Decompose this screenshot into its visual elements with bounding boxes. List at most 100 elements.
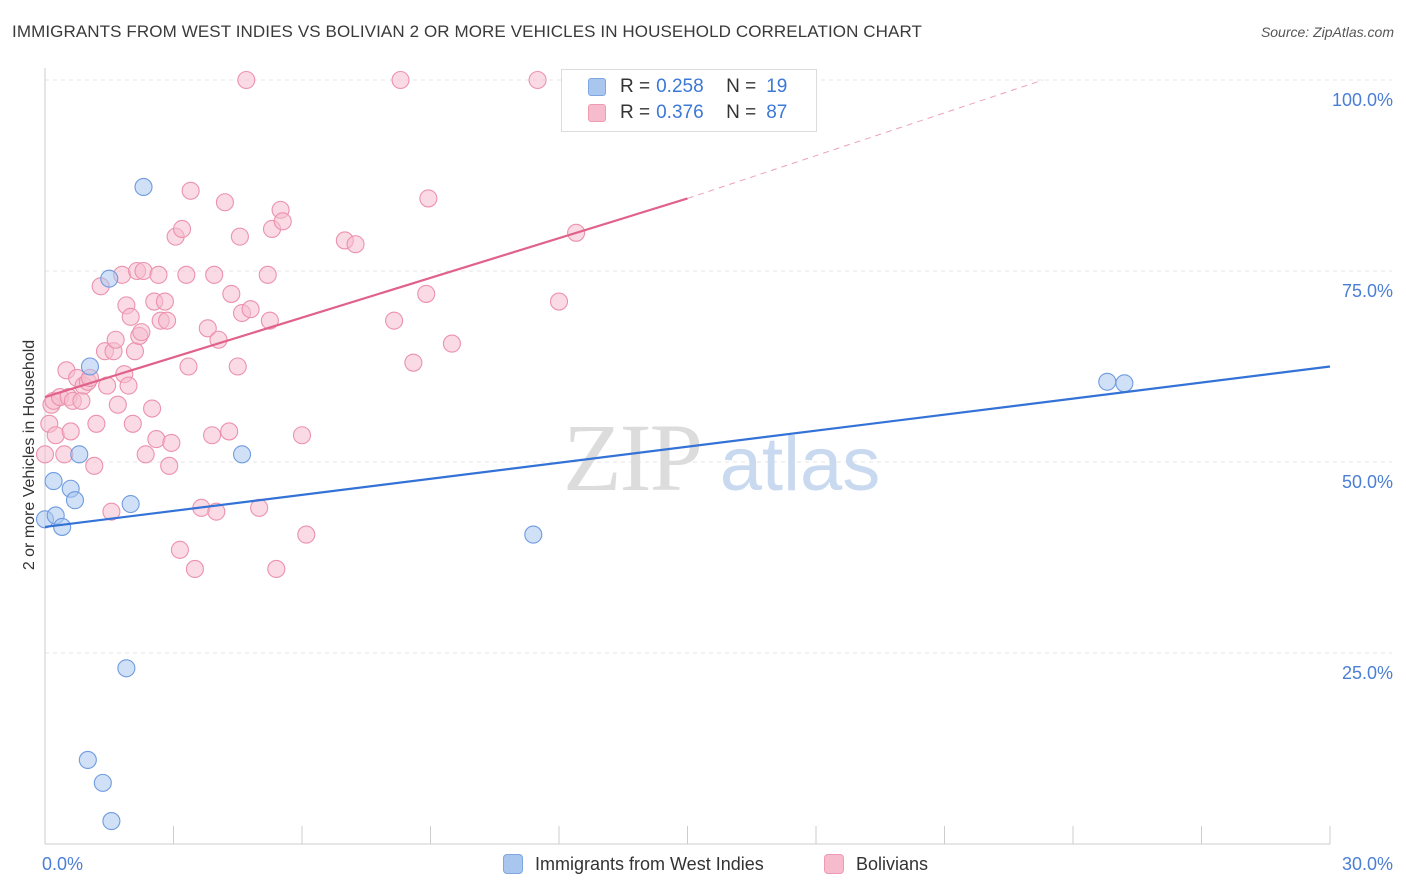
- bolivians-point: [149, 265, 168, 284]
- west-indies-point: [100, 269, 119, 288]
- legend-n-label: N =: [726, 102, 757, 123]
- bolivians-point: [132, 323, 151, 342]
- y-tick-label: 25.0%: [1342, 663, 1393, 683]
- x-tick-label: 30.0%: [1342, 854, 1393, 874]
- y-tick-label: 75.0%: [1342, 281, 1393, 301]
- bolivians-point: [134, 261, 153, 281]
- chart-title: IMMIGRANTS FROM WEST INDIES VS BOLIVIAN …: [12, 22, 923, 41]
- legend-n-value: 19: [766, 76, 788, 97]
- bolivians-point: [205, 265, 224, 284]
- legend-n-label: N =: [726, 76, 757, 97]
- bolivians-point: [61, 422, 80, 441]
- tick-labels: 25.0% 50.0% 75.0% 100.0% 0.0% 30.0%: [42, 90, 1393, 874]
- bolivians-point: [106, 330, 125, 349]
- bolivians-point: [35, 445, 55, 464]
- bolivians-point: [385, 311, 404, 330]
- legend-swatch-blue: [588, 78, 606, 96]
- west-indies-point: [93, 773, 112, 792]
- west-indies-point: [53, 517, 72, 536]
- bolivians-point: [125, 342, 144, 361]
- bolivians-point: [102, 502, 121, 521]
- bolivians-point: [549, 292, 569, 311]
- bolivians-trend-extension: [687, 79, 1044, 199]
- watermark-zip: ZIP: [563, 404, 701, 511]
- west-indies-point: [65, 491, 85, 510]
- bolivians-point: [160, 456, 179, 475]
- bolivians-point: [46, 426, 65, 445]
- chart-source: Source: ZipAtlas.com: [1260, 24, 1394, 40]
- bolivians-point: [230, 227, 249, 246]
- bolivians-series: [35, 70, 586, 579]
- bolivians-point: [419, 189, 438, 208]
- legend: R = 0.258 N = 19 R = 0.376 N = 87: [561, 69, 817, 132]
- bolivians-point: [228, 357, 247, 376]
- gridlines: [45, 79, 1392, 654]
- bolivians-trend-line: [44, 197, 688, 399]
- legend-r-value: 0.258: [656, 76, 704, 97]
- bottom-legend-swatch-pink: [824, 854, 844, 874]
- bottom-legend-label: Bolivians: [856, 853, 929, 874]
- west-indies-point: [44, 472, 63, 491]
- bolivians-point: [404, 353, 423, 372]
- bottom-legend-west-indies: Immigrants from West Indies: [503, 852, 764, 876]
- watermark: ZIP atlas: [563, 404, 880, 511]
- bolivians-point: [162, 433, 181, 452]
- bolivians-point: [87, 414, 106, 433]
- west-indies-point: [117, 659, 136, 678]
- legend-swatch-pink: [588, 104, 606, 122]
- bolivians-point: [177, 265, 196, 284]
- bolivians-point: [72, 391, 91, 410]
- bolivians-point: [136, 445, 155, 464]
- bolivians-point: [119, 376, 138, 395]
- bolivians-point: [215, 193, 234, 212]
- west-indies-point: [70, 445, 89, 464]
- bolivians-point: [179, 357, 198, 376]
- bolivians-point: [391, 70, 410, 90]
- west-indies-point: [80, 357, 100, 376]
- watermark-atlas: atlas: [720, 422, 881, 507]
- bolivians-point: [181, 181, 200, 200]
- bolivians-point: [273, 212, 292, 231]
- bolivians-point: [147, 430, 166, 449]
- bolivians-point: [173, 219, 192, 239]
- bolivians-point: [237, 70, 256, 90]
- west-indies-point: [78, 750, 97, 770]
- bolivians-point: [258, 265, 277, 284]
- legend-r-label: R =: [620, 102, 651, 123]
- west-indies-trend-line: [44, 365, 1331, 529]
- bolivians-point: [222, 284, 241, 303]
- bolivians-point: [158, 311, 177, 330]
- west-indies-series: [35, 177, 1134, 831]
- trend-lines: [44, 79, 1331, 529]
- bolivians-point: [442, 334, 461, 353]
- legend-r-value: 0.376: [656, 102, 704, 123]
- y-axis-label: 2 or more Vehicles in Household: [21, 339, 38, 571]
- west-indies-point: [102, 812, 121, 831]
- west-indies-point: [232, 445, 252, 464]
- bolivians-point: [203, 426, 222, 445]
- bolivians-point: [143, 399, 162, 418]
- bolivians-point: [85, 456, 104, 475]
- bolivians-point: [267, 559, 286, 579]
- bolivians-point: [241, 300, 260, 319]
- legend-row-bolivians: R = 0.376 N = 87: [588, 101, 787, 125]
- bolivians-point: [121, 307, 140, 326]
- bolivians-point: [198, 319, 217, 338]
- bolivians-point: [297, 525, 316, 544]
- legend-r-label: R =: [620, 76, 651, 97]
- x-tick-label: 0.0%: [42, 854, 83, 874]
- bolivians-point: [185, 559, 204, 579]
- west-indies-point: [134, 177, 153, 197]
- bolivians-point: [417, 284, 436, 303]
- y-tick-label: 100.0%: [1332, 90, 1393, 110]
- bottom-legend-label: Immigrants from West Indies: [535, 853, 764, 874]
- bolivians-point: [346, 235, 365, 254]
- legend-row-west-indies: R = 0.258 N = 19: [588, 75, 787, 99]
- bolivians-point: [207, 502, 226, 521]
- bottom-legend-bolivians: Bolivians: [824, 852, 928, 876]
- bolivians-point: [108, 395, 127, 414]
- bottom-legend-swatch-blue: [503, 854, 523, 874]
- bolivians-point: [220, 422, 239, 441]
- legend-n-value: 87: [766, 102, 788, 123]
